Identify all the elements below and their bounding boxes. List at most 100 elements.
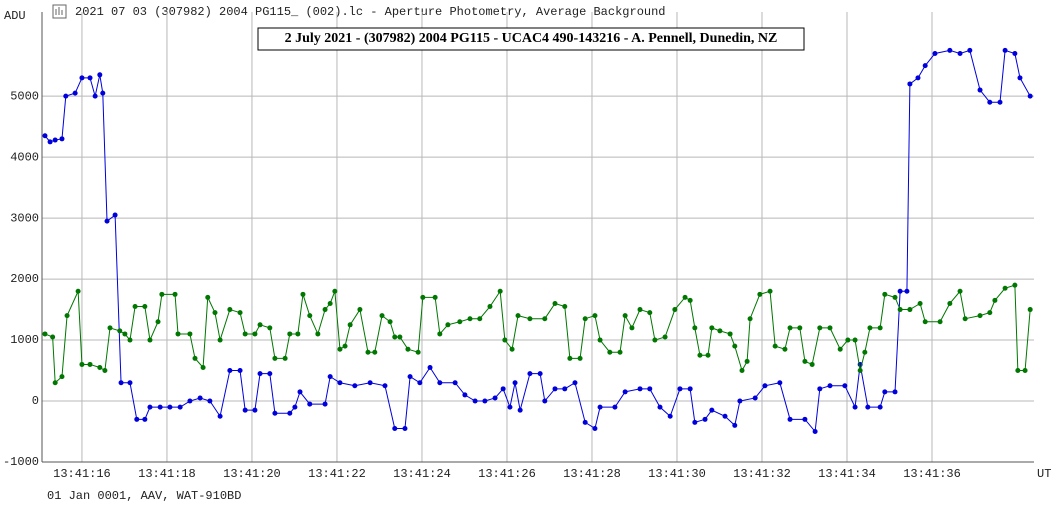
data-point	[1017, 75, 1023, 81]
data-point	[772, 343, 778, 349]
data-point	[97, 364, 103, 370]
data-point	[42, 331, 48, 337]
data-point	[852, 404, 858, 410]
data-point	[357, 307, 363, 313]
data-point	[809, 361, 815, 367]
data-point	[122, 331, 128, 337]
data-point	[842, 383, 848, 389]
x-tick-label: 13:41:28	[563, 467, 621, 481]
data-point	[647, 386, 653, 392]
data-point	[415, 349, 421, 355]
data-point	[205, 294, 211, 300]
data-point	[327, 374, 333, 380]
data-point	[857, 368, 863, 374]
data-point	[287, 410, 293, 416]
window-title: 2021 07 03 (307982) 2004 PG115_ (002).lc…	[75, 5, 666, 19]
data-point	[987, 99, 993, 105]
data-point	[682, 294, 688, 300]
data-point	[387, 319, 393, 325]
data-point	[709, 325, 715, 331]
data-point	[957, 288, 963, 294]
data-point	[500, 386, 506, 392]
data-point	[217, 413, 223, 419]
data-point	[159, 291, 165, 297]
data-point	[292, 404, 298, 410]
data-point	[717, 328, 723, 334]
data-point	[1027, 307, 1033, 313]
data-point	[892, 294, 898, 300]
data-point	[87, 361, 93, 367]
data-point	[487, 304, 493, 310]
data-point	[637, 386, 643, 392]
data-point	[509, 346, 515, 352]
data-point	[1002, 285, 1008, 291]
data-point	[907, 307, 913, 313]
data-point	[922, 63, 928, 69]
data-point	[637, 307, 643, 313]
data-point	[327, 300, 333, 306]
data-point	[372, 349, 378, 355]
data-point	[607, 349, 613, 355]
data-point	[502, 337, 508, 343]
x-tick-label: 13:41:24	[393, 467, 451, 481]
data-point	[342, 343, 348, 349]
data-point	[307, 313, 313, 319]
data-point	[1027, 93, 1033, 99]
data-point	[492, 395, 498, 401]
data-point	[1015, 368, 1021, 374]
data-point	[187, 331, 193, 337]
data-point	[877, 325, 883, 331]
data-point	[877, 404, 883, 410]
data-point	[367, 380, 373, 386]
data-point	[63, 93, 69, 99]
data-point	[732, 343, 738, 349]
data-point	[437, 331, 443, 337]
data-point	[417, 380, 423, 386]
data-point	[612, 404, 618, 410]
x-tick-label: 13:41:16	[53, 467, 111, 481]
data-point	[207, 398, 213, 404]
data-point	[79, 75, 85, 81]
title-box	[257, 27, 805, 51]
data-point	[852, 337, 858, 343]
data-point	[257, 322, 263, 328]
data-point	[147, 404, 153, 410]
data-point	[865, 404, 871, 410]
data-point	[315, 331, 321, 337]
data-point	[672, 307, 678, 313]
data-point	[862, 349, 868, 355]
data-point	[572, 380, 578, 386]
x-axis-label: UT	[1037, 467, 1051, 481]
data-point	[592, 425, 598, 431]
data-point	[817, 325, 823, 331]
data-point	[197, 395, 203, 401]
data-point	[227, 307, 233, 313]
data-point	[542, 316, 548, 322]
data-point	[552, 386, 558, 392]
data-point	[445, 322, 451, 328]
data-point	[907, 81, 913, 87]
data-point	[977, 87, 983, 93]
data-point	[722, 413, 728, 419]
data-point	[432, 294, 438, 300]
x-tick-label: 13:41:30	[648, 467, 706, 481]
data-point	[142, 304, 148, 310]
data-point	[452, 380, 458, 386]
data-point	[420, 294, 426, 300]
data-point	[562, 304, 568, 310]
data-point	[747, 316, 753, 322]
data-point	[767, 288, 773, 294]
data-point	[477, 316, 483, 322]
data-point	[957, 50, 963, 56]
data-point	[752, 395, 758, 401]
data-point	[597, 404, 603, 410]
data-point	[597, 337, 603, 343]
data-point	[947, 300, 953, 306]
data-point	[200, 364, 206, 370]
data-point	[552, 300, 558, 306]
data-point	[272, 355, 278, 361]
x-tick-label: 13:41:26	[478, 467, 536, 481]
data-point	[457, 319, 463, 325]
y-axis-label: ADU	[4, 9, 26, 23]
data-point	[537, 371, 543, 377]
